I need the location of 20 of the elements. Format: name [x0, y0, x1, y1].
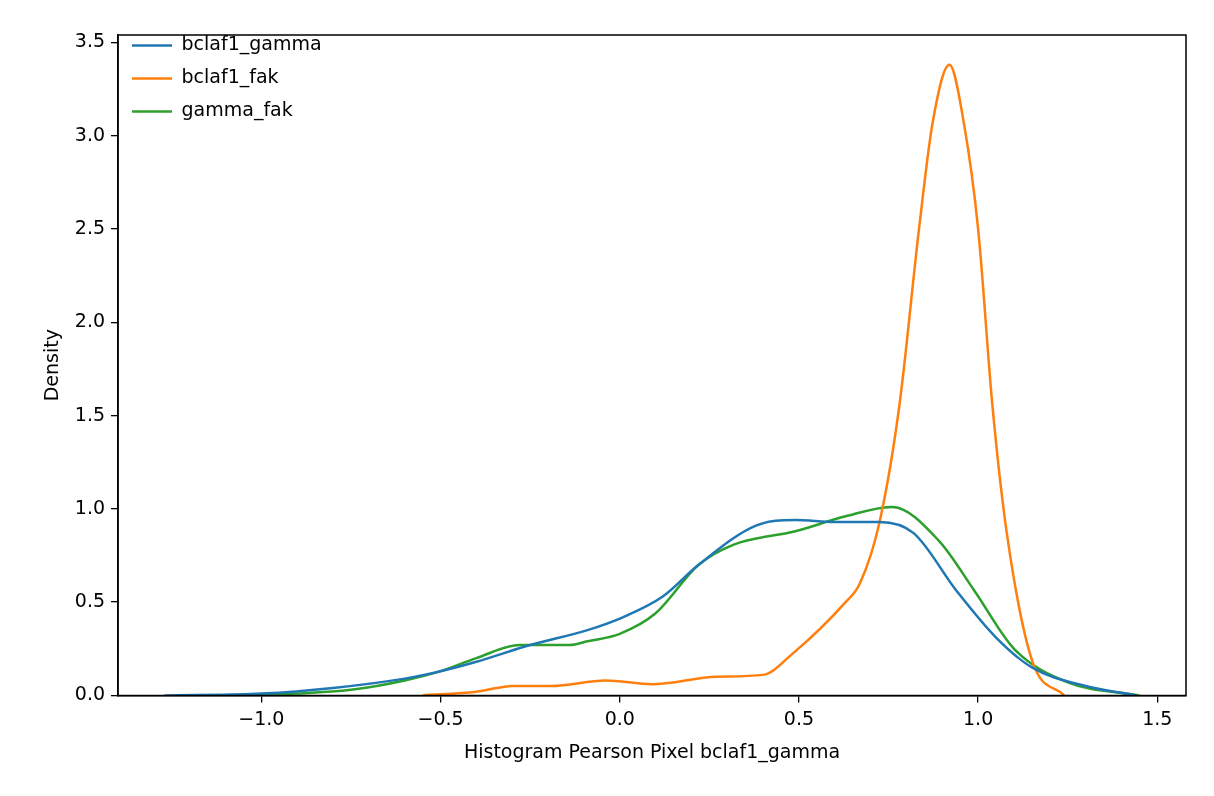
legend-label: gamma_fak: [181, 98, 293, 122]
x-tick-label: 1.5: [1142, 706, 1173, 729]
y-tick-label: 2.0: [74, 309, 106, 332]
x-tick-label: 1.0: [963, 706, 994, 729]
x-tick-label: −0.5: [417, 706, 464, 729]
y-axis-title: Density: [40, 329, 63, 402]
y-tick-label: 3.0: [74, 122, 106, 145]
legend-label: bclaf1_fak: [181, 65, 279, 89]
x-tick-label: −1.0: [238, 706, 285, 729]
x-axis-title: Histogram Pearson Pixel bclaf1_gamma: [463, 739, 841, 763]
y-tick-label: 1.5: [74, 402, 106, 425]
x-tick-label: 0.5: [783, 706, 815, 729]
y-tick-label: 1.0: [74, 495, 106, 518]
y-tick-label: 0.0: [74, 682, 106, 705]
y-tick-label: 2.5: [74, 215, 106, 238]
y-tick-label: 0.5: [74, 589, 106, 612]
legend-label: bclaf1_gamma: [181, 32, 322, 56]
x-tick-label: 0.0: [604, 706, 635, 729]
line-series: [421, 63, 1066, 696]
y-tick-label: 3.5: [74, 29, 106, 52]
